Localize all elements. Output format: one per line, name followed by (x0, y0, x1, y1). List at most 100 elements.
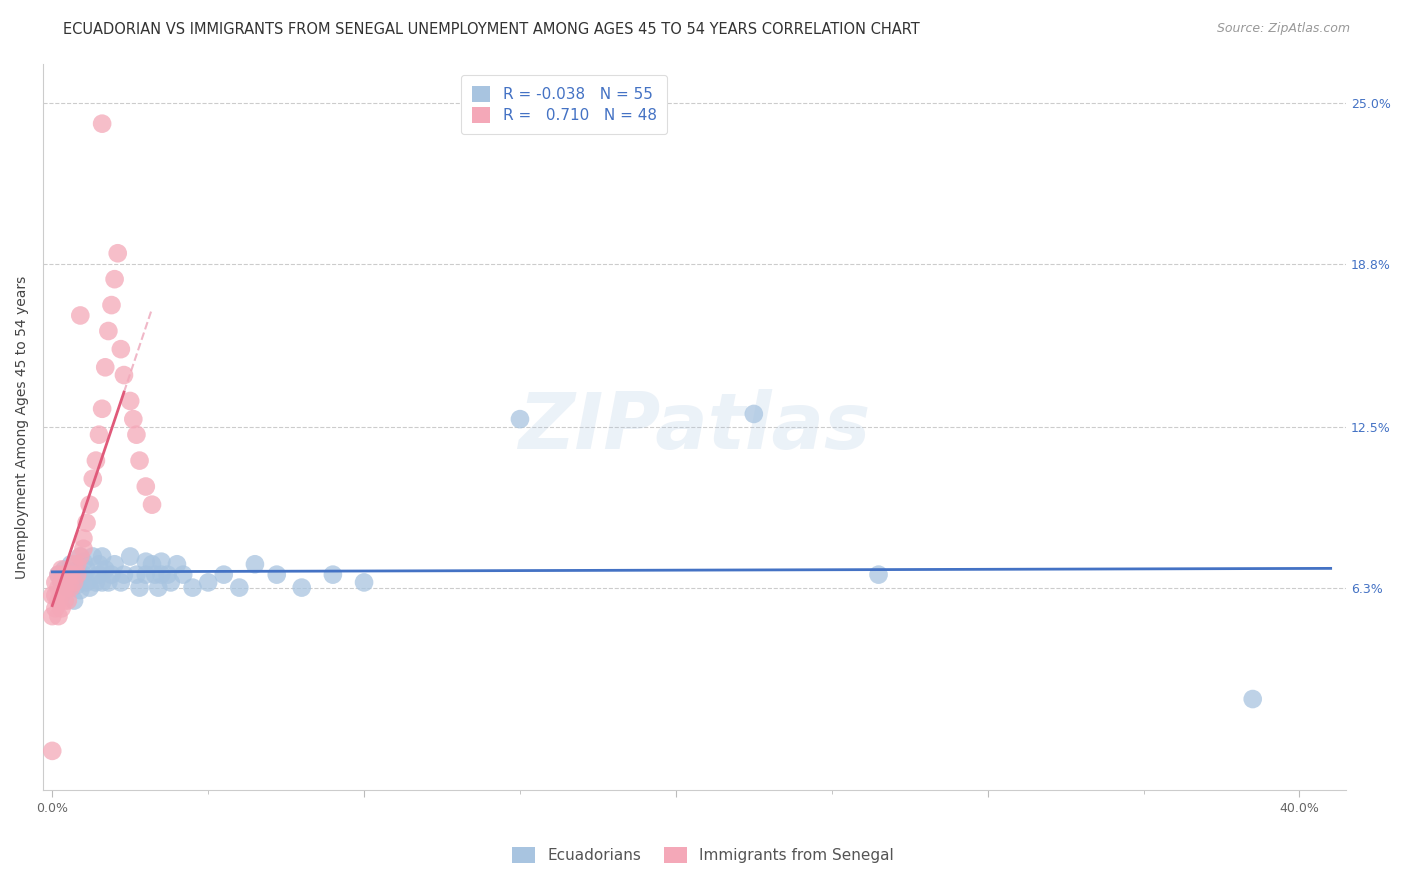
Point (48, 609, 70, 624)
Y-axis label: Unemployment Among Ages 45 to 54 years: Unemployment Among Ages 45 to 54 years (15, 276, 30, 579)
Point (181, 581, 204, 595)
Point (868, 567, 890, 582)
Point (76, 562, 98, 576)
Point (82, 549, 104, 564)
Point (228, 581, 250, 595)
Point (56, 581, 79, 595)
Point (51, 575, 73, 590)
Point (84, 453, 107, 467)
Point (69, 549, 91, 564)
Point (159, 575, 181, 590)
Point (63, 575, 86, 590)
Point (84, 575, 107, 590)
Point (100, 298, 122, 312)
Text: ECUADORIAN VS IMMIGRANTS FROM SENEGAL UNEMPLOYMENT AMONG AGES 45 TO 54 YEARS COR: ECUADORIAN VS IMMIGRANTS FROM SENEGAL UN… (63, 22, 920, 37)
Point (172, 567, 194, 582)
Point (97, 575, 120, 590)
Point (41, 588, 63, 602)
Point (266, 567, 288, 582)
Point (97, 324, 120, 338)
Point (112, 567, 135, 582)
Point (82, 472, 104, 486)
Point (322, 567, 344, 582)
Point (120, 549, 142, 564)
Point (53, 581, 76, 595)
Point (94, 360, 117, 375)
Point (135, 567, 157, 582)
Point (141, 558, 163, 572)
Point (63, 558, 86, 572)
Point (87, 558, 110, 572)
Point (59, 567, 82, 582)
Point (291, 581, 314, 595)
Point (135, 555, 157, 569)
Point (63, 567, 86, 582)
Point (122, 412, 145, 426)
Point (48, 581, 70, 595)
Point (69, 309, 91, 323)
Legend: R = -0.038   N = 55, R =   0.710   N = 48: R = -0.038 N = 55, R = 0.710 N = 48 (461, 75, 668, 134)
Point (66, 562, 89, 576)
Point (79, 581, 101, 595)
Point (51, 575, 73, 590)
Text: ZIPatlas: ZIPatlas (519, 389, 870, 465)
Point (91, 575, 114, 590)
Point (100, 567, 122, 582)
Point (41, 609, 63, 624)
Point (56, 567, 79, 582)
Point (742, 407, 765, 421)
Point (72, 532, 94, 546)
Point (48, 593, 70, 607)
Point (87, 567, 110, 582)
Point (66, 567, 89, 582)
Point (63, 593, 86, 607)
Point (69, 549, 91, 564)
Point (53, 562, 76, 576)
Point (112, 368, 135, 382)
Point (120, 394, 142, 409)
Point (44, 575, 66, 590)
Point (243, 558, 266, 572)
Point (87, 427, 110, 442)
Point (44, 601, 66, 615)
Point (76, 516, 98, 530)
Point (51, 601, 73, 615)
Point (135, 479, 157, 493)
Point (48, 567, 70, 582)
Point (197, 575, 219, 590)
Point (51, 562, 73, 576)
Point (91, 401, 114, 416)
Point (72, 567, 94, 582)
Point (125, 427, 148, 442)
Point (509, 412, 531, 426)
Point (107, 246, 129, 260)
Point (125, 567, 148, 582)
Point (76, 575, 98, 590)
Point (72, 555, 94, 569)
Point (141, 498, 163, 512)
Point (156, 567, 179, 582)
Point (79, 498, 101, 512)
Point (44, 588, 66, 602)
Point (56, 581, 79, 595)
Point (53, 593, 76, 607)
Point (128, 453, 150, 467)
Point (104, 558, 127, 572)
Point (104, 272, 127, 286)
Point (110, 575, 132, 590)
Text: Source: ZipAtlas.com: Source: ZipAtlas.com (1216, 22, 1350, 36)
Point (150, 555, 173, 569)
Point (69, 583, 91, 598)
Point (353, 575, 375, 590)
Point (1241, 692, 1264, 706)
Point (110, 342, 132, 356)
Point (66, 558, 89, 572)
Point (91, 117, 114, 131)
Point (94, 562, 117, 576)
Point (41, 744, 63, 758)
Point (212, 567, 235, 582)
Point (72, 541, 94, 556)
Point (66, 578, 89, 592)
Point (166, 558, 188, 572)
Point (148, 581, 170, 595)
